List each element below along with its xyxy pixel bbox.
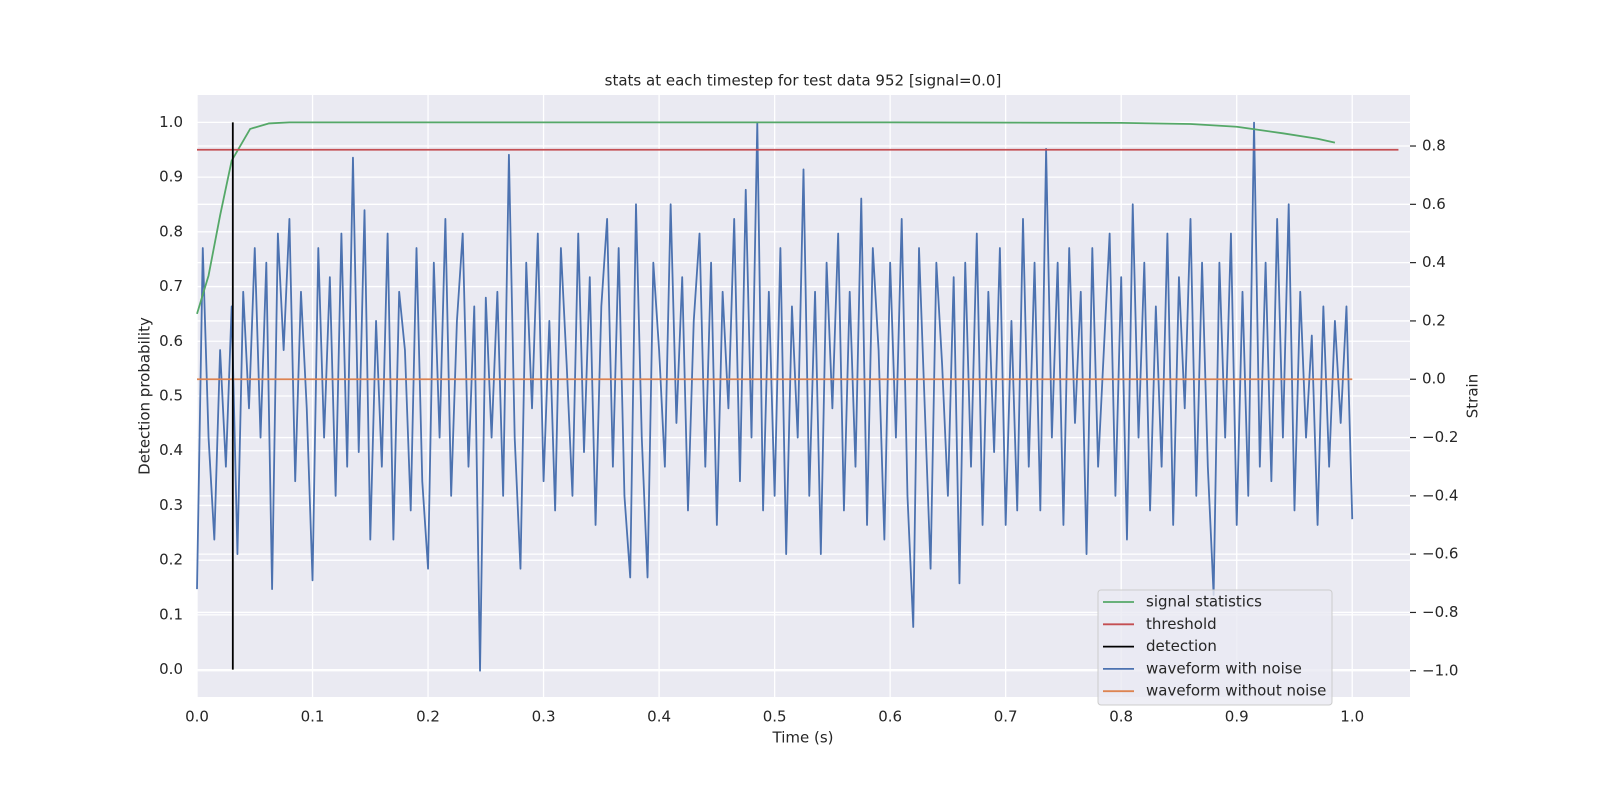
lines xyxy=(196,121,1399,672)
legend-label: detection xyxy=(1146,637,1217,655)
x-tick-label: 0.6 xyxy=(878,708,902,726)
y2-axis-label: Strain xyxy=(1464,374,1482,418)
x-tick-label: 0.9 xyxy=(1225,708,1249,726)
legend: signal statistics threshold detection wavef… xyxy=(1097,589,1333,706)
y-tick-label: 0.7 xyxy=(159,277,183,295)
y2-tick-label: −0.6 xyxy=(1422,545,1458,563)
y2-tick-label: −0.8 xyxy=(1422,603,1458,621)
legend-box xyxy=(1097,589,1333,706)
x-tick-label: 0.2 xyxy=(416,708,440,726)
x-axis-label: Time (s) xyxy=(772,729,834,747)
y-tick-label: 0.6 xyxy=(159,332,183,350)
y2-tick-label: −0.4 xyxy=(1422,486,1458,504)
y-tick-label: 0.3 xyxy=(159,496,183,514)
y2-tick-label: −0.2 xyxy=(1422,428,1458,446)
x-tick-label: 0.8 xyxy=(1109,708,1133,726)
x-tick-label: 0.0 xyxy=(185,708,209,726)
y2-tick-label: 0.4 xyxy=(1422,253,1446,271)
series-line xyxy=(196,121,1336,315)
y-tick-label: 0.0 xyxy=(159,660,183,678)
y-tick-label: 0.4 xyxy=(159,441,183,459)
axes: 0.0 0.1 0.2 0.3 0.4 0.5 0.6 0.7 0.8 0.9 1.0 0.0 0.1 0… xyxy=(159,113,1458,726)
chart-title: stats at each timestep for test data 952… xyxy=(605,72,1002,90)
y-tick-label: 0.2 xyxy=(159,551,183,569)
y2-tick-label: −1.0 xyxy=(1422,661,1458,679)
y2-tick-label: 0.0 xyxy=(1422,370,1446,388)
y-tick-label: 0.5 xyxy=(159,387,183,405)
legend-label: signal statistics xyxy=(1146,593,1262,611)
x-tick-label: 0.3 xyxy=(532,708,556,726)
x-tick-label: 0.4 xyxy=(647,708,671,726)
x-tick-label: 0.7 xyxy=(994,708,1018,726)
x-tick-label: 0.5 xyxy=(763,708,787,726)
y-tick-label: 0.1 xyxy=(159,605,183,623)
y2-tick-label: 0.6 xyxy=(1422,195,1446,213)
y-tick-label: 0.8 xyxy=(159,222,183,240)
legend-label: threshold xyxy=(1146,615,1217,633)
legend-label: waveform without noise xyxy=(1146,682,1326,700)
y-axis-label: Detection probability xyxy=(136,317,154,475)
y-tick-label: 1.0 xyxy=(159,113,183,131)
y2-tick-label: 0.8 xyxy=(1422,137,1446,155)
series-line xyxy=(196,121,1354,672)
x-tick-label: 1.0 xyxy=(1340,708,1364,726)
x-tick-label: 0.1 xyxy=(301,708,325,726)
y-tick-label: 0.9 xyxy=(159,168,183,186)
legend-label: waveform with noise xyxy=(1146,659,1302,677)
y2-tick-label: 0.2 xyxy=(1422,311,1446,329)
